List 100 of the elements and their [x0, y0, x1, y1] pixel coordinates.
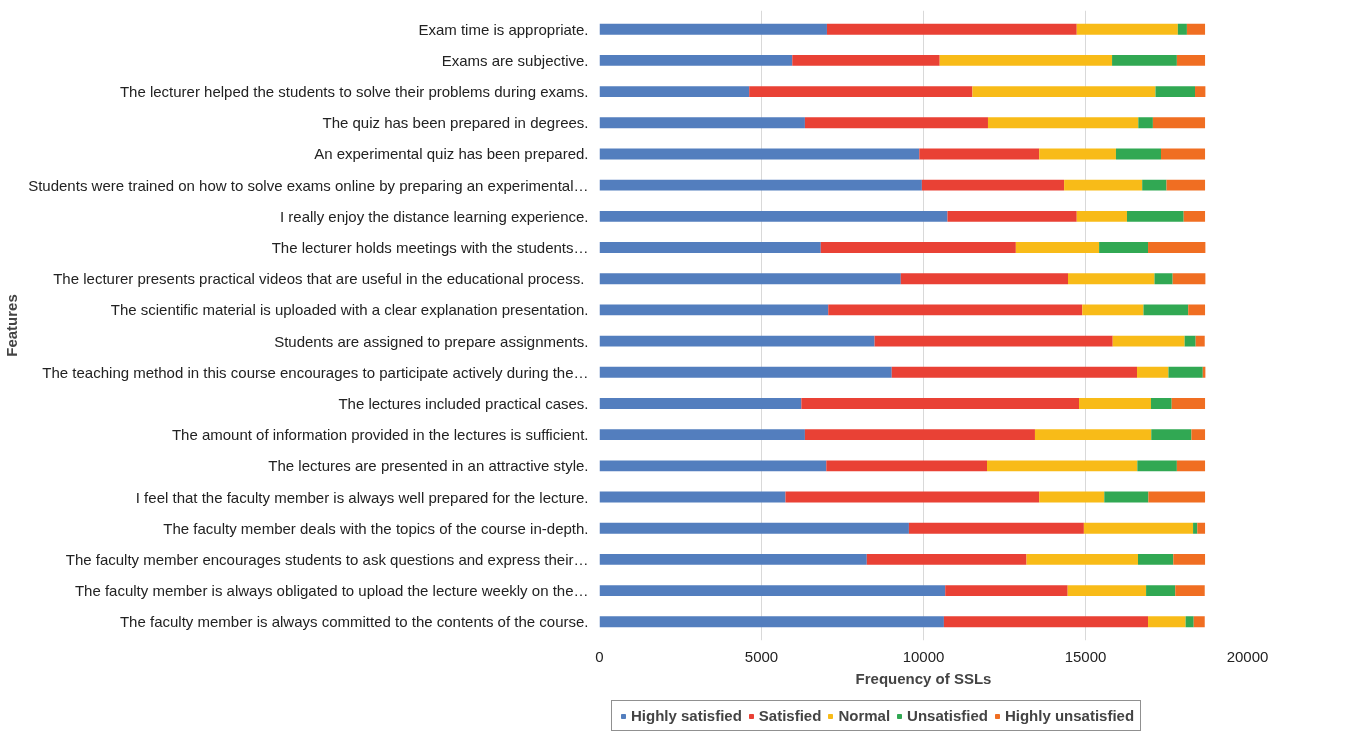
bar: [828, 304, 1083, 316]
bar: [908, 522, 1084, 534]
bar: [599, 460, 827, 472]
bar: [1191, 429, 1206, 441]
bar: [599, 522, 909, 534]
bar: [1151, 429, 1192, 441]
bar: [943, 616, 1149, 628]
bar: [599, 553, 867, 565]
y-axis-title: Features: [3, 294, 21, 357]
bar: [987, 117, 1139, 129]
y-tick-label: The lectures are presented in an attractive style.: [268, 457, 589, 475]
bar: [599, 23, 827, 35]
bar: [804, 429, 1035, 441]
y-tick-label: The faculty member encourages students to ask questions and express their…: [65, 550, 589, 568]
bar: [1193, 616, 1205, 628]
bar: [1039, 491, 1105, 503]
x-tick-label: 5000: [744, 647, 779, 665]
bar: [1172, 273, 1206, 285]
legend-label: Highly satisfied: [631, 707, 742, 724]
y-tick-label: An experimental quiz has been prepared.: [314, 145, 589, 163]
bar: [599, 242, 821, 253]
bar: [792, 54, 940, 66]
bar: [1015, 242, 1100, 253]
bar: [1034, 429, 1152, 441]
bar: [987, 460, 1138, 472]
legend-label: Highly unsatisfied: [1004, 707, 1135, 724]
bar: [939, 54, 1113, 66]
bar: [1079, 398, 1151, 409]
bar: [947, 210, 1077, 222]
bar: [1137, 366, 1169, 378]
y-tick-label: The lecturer holds meetings with the students…: [271, 239, 589, 257]
bar: [1195, 335, 1205, 347]
bar: [1176, 460, 1206, 472]
bar: [1064, 179, 1143, 191]
bar: [1137, 553, 1174, 565]
y-tick-label: The quiz has been prepared in degrees.: [322, 114, 589, 132]
bar: [972, 86, 1156, 98]
bar: [599, 616, 944, 628]
bar: [599, 117, 805, 129]
bar: [599, 54, 793, 66]
bar: [599, 398, 802, 409]
bar: [826, 23, 1077, 35]
bar: [599, 86, 750, 98]
bar: [1160, 148, 1206, 160]
bar: [1112, 54, 1177, 66]
y-tick-label: Students are assigned to prepare assignments.: [274, 332, 589, 350]
legend-label: Satisfied: [758, 707, 822, 724]
bar: [1148, 616, 1186, 628]
bar: [1173, 553, 1206, 565]
bar: [785, 491, 1040, 503]
bar: [1185, 616, 1194, 628]
bar: [1076, 23, 1178, 35]
y-tick-label: The faculty member is always committed to the contents of the course.: [119, 613, 589, 631]
bar: [1083, 522, 1194, 534]
bar: [1166, 179, 1206, 191]
x-axis-title: Frequency of SSLs: [855, 669, 992, 687]
bar: [1148, 491, 1206, 503]
bar: [1076, 210, 1127, 222]
y-tick-label: The amount of information provided in the lectures is sufficient.: [171, 426, 589, 444]
y-tick-label: The lecturer presents practical videos that are useful in the educational process.: [53, 270, 585, 288]
bar: [1152, 117, 1206, 129]
bar: [1184, 335, 1196, 347]
bar: [1039, 148, 1116, 160]
bar: [945, 585, 1068, 597]
bar: [1176, 54, 1206, 66]
legend-label: Normal: [838, 707, 891, 724]
bar: [599, 148, 920, 160]
bar: [599, 585, 946, 597]
bar: [891, 366, 1138, 378]
bar: [919, 148, 1040, 160]
bar: [1067, 585, 1147, 597]
bar: [1068, 273, 1155, 285]
bar: [921, 179, 1065, 191]
bar: [599, 335, 875, 347]
y-tick-label: The faculty member is always obligated to upload the lecture weekly on the…: [74, 582, 589, 600]
bar: [599, 210, 948, 222]
bar: [1195, 86, 1206, 98]
bar: [874, 335, 1113, 347]
bar: [599, 429, 805, 441]
bar: [1154, 273, 1173, 285]
bar: [1112, 335, 1185, 347]
bar: [866, 553, 1027, 565]
x-tick-label: 0: [595, 647, 604, 665]
bar: [1104, 491, 1149, 503]
bar: [826, 460, 987, 472]
bar: [599, 366, 892, 378]
x-tick-label: 10000: [902, 647, 945, 665]
bar: [1155, 86, 1196, 98]
bar: [1168, 366, 1203, 378]
bar: [801, 398, 1080, 409]
y-tick-label: The lecturer helped the students to solve their problems during exams.: [119, 83, 589, 101]
bar: [599, 179, 922, 191]
legend-label: Unsatisfied: [907, 707, 988, 724]
x-tick-label: 15000: [1064, 647, 1107, 665]
bar: [599, 491, 786, 503]
bar: [1115, 148, 1161, 160]
bar: [1099, 242, 1149, 253]
y-tick-label: I really enjoy the distance learning experience.: [279, 207, 589, 225]
bar: [1197, 522, 1206, 534]
bar: [1175, 585, 1205, 597]
